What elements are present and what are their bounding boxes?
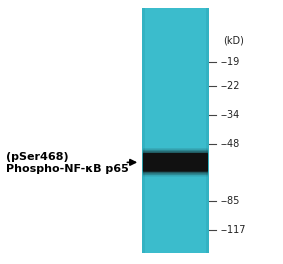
FancyBboxPatch shape xyxy=(143,150,208,175)
Bar xyxy=(142,8,209,253)
Text: Phospho-NF-κB p65: Phospho-NF-κB p65 xyxy=(6,164,128,174)
Text: (kD): (kD) xyxy=(223,36,244,46)
Text: --34: --34 xyxy=(221,110,240,120)
Bar xyxy=(142,8,145,253)
Text: --22: --22 xyxy=(221,81,240,91)
FancyBboxPatch shape xyxy=(143,153,208,172)
Text: --85: --85 xyxy=(221,196,240,206)
Text: --19: --19 xyxy=(221,57,240,67)
Bar xyxy=(206,8,209,253)
Text: --117: --117 xyxy=(221,225,246,235)
Text: (pSer468): (pSer468) xyxy=(6,152,68,162)
FancyBboxPatch shape xyxy=(143,151,208,173)
Text: --48: --48 xyxy=(221,139,240,149)
FancyBboxPatch shape xyxy=(143,148,208,176)
